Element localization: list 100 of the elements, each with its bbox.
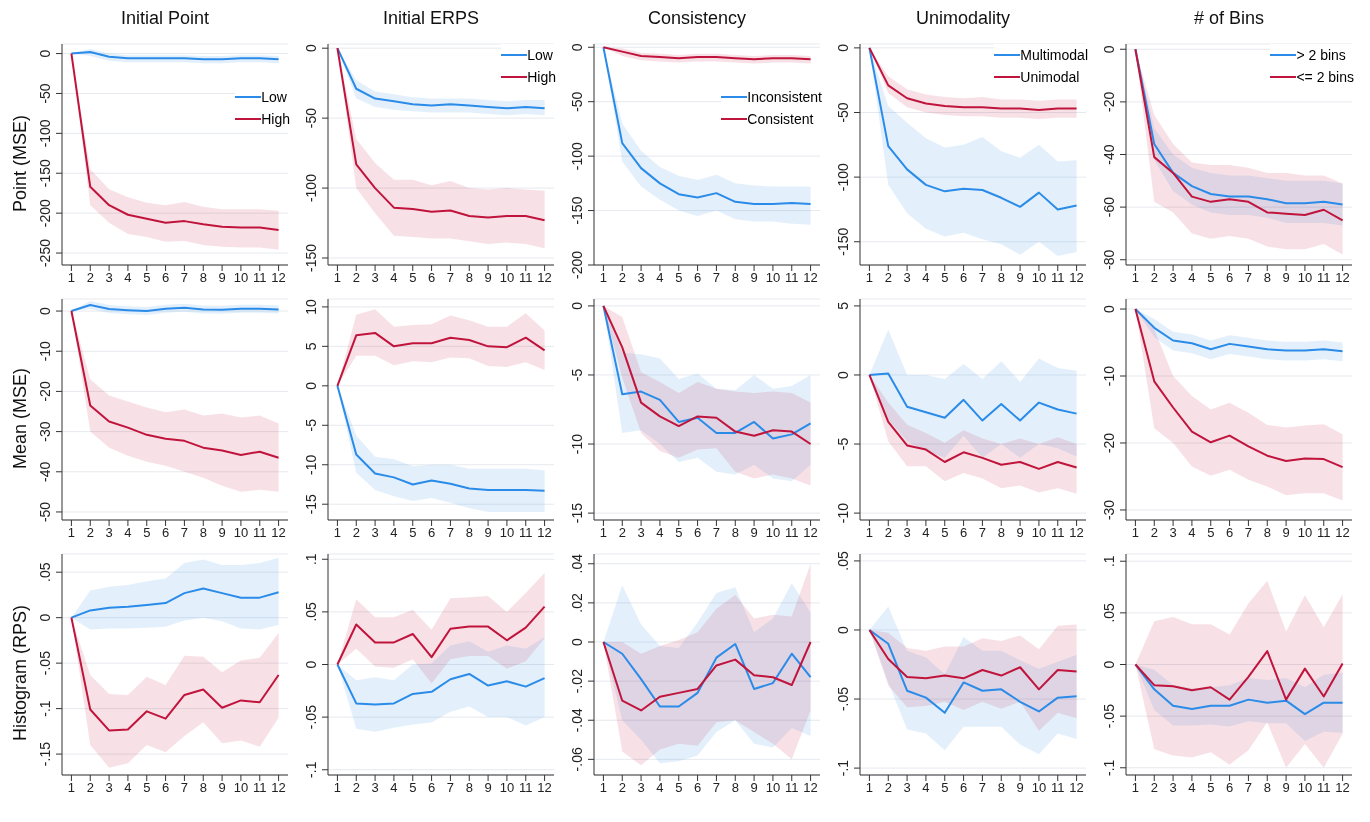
line-series xyxy=(336,605,546,666)
x-tick-label: 9 xyxy=(750,780,758,796)
line-series xyxy=(70,310,280,459)
x-tick-label: 6 xyxy=(427,525,436,541)
y-tick-label: -10 xyxy=(37,340,53,362)
x-tick-label: 1 xyxy=(865,780,874,796)
x-tick-label: 7 xyxy=(180,780,189,796)
x-tick-label: 2 xyxy=(86,270,94,286)
x-tick-label: 12 xyxy=(1069,780,1084,796)
x-tick-label: 12 xyxy=(803,525,818,541)
x-tick-label: 8 xyxy=(199,780,207,796)
y-tick-label: -50 xyxy=(37,501,53,523)
x-tick-label: 6 xyxy=(959,780,968,796)
x-tick-label: 6 xyxy=(161,270,170,286)
y-tick-label: -.04 xyxy=(569,707,585,733)
x-tick-label: 1 xyxy=(599,270,608,286)
x-tick-label: 3 xyxy=(637,780,645,796)
x-tick-label: 6 xyxy=(959,525,968,541)
y-tick-label: -.1 xyxy=(303,761,319,778)
y-tick-label: 0 xyxy=(303,44,319,53)
x-tick-label: 1 xyxy=(865,270,874,286)
x-tick-label: 11 xyxy=(1051,525,1065,541)
line-series xyxy=(70,587,280,619)
x-tick-label: 11 xyxy=(253,525,267,541)
y-tick-label: -20 xyxy=(37,381,53,402)
y-tick-label: -10 xyxy=(569,433,585,455)
line-series xyxy=(1134,650,1344,701)
legend-label: Multimodal xyxy=(1020,46,1088,65)
y-tick-label: 0 xyxy=(303,660,319,669)
x-tick-label: 9 xyxy=(750,270,758,286)
x-tick-label: 3 xyxy=(903,780,911,796)
y-tick-label: -.05 xyxy=(1101,703,1117,729)
x-tick-label: 3 xyxy=(105,525,113,541)
x-tick-label: 10 xyxy=(499,270,515,286)
x-tick-label: 1 xyxy=(333,780,342,796)
y-tick-label: 5 xyxy=(835,301,851,310)
y-tick-label: -.1 xyxy=(37,700,53,717)
x-tick-label: 2 xyxy=(86,525,94,541)
x-tick-label: 11 xyxy=(785,525,799,541)
legend-label: Consistent xyxy=(747,110,814,129)
x-tick-label: 1 xyxy=(333,270,342,286)
y-tick-label: 0 xyxy=(569,301,585,310)
x-tick-label: 12 xyxy=(1335,270,1350,286)
x-tick-label: 5 xyxy=(143,270,151,286)
y-tick-label: -5 xyxy=(303,418,319,432)
legend-label: <= 2 bins xyxy=(1296,68,1354,87)
x-tick-label: 12 xyxy=(1069,270,1084,286)
x-tick-label: 1 xyxy=(333,525,342,541)
x-tick-label: 8 xyxy=(997,780,1005,796)
y-tick-label: -150 xyxy=(835,227,851,256)
x-tick-label: 12 xyxy=(1069,525,1084,541)
y-tick-label: -50 xyxy=(37,83,53,104)
y-tick-label: -20 xyxy=(1101,432,1117,454)
x-tick-label: 3 xyxy=(637,270,645,286)
x-tick-label: 10 xyxy=(765,525,781,541)
x-tick-label: 7 xyxy=(446,270,455,286)
y-tick-label: -50 xyxy=(569,91,585,112)
x-tick-label: 8 xyxy=(731,780,739,796)
x-tick-label: 4 xyxy=(390,270,398,286)
x-tick-label: 3 xyxy=(1169,525,1177,541)
x-tick-label: 10 xyxy=(1031,525,1047,541)
y-tick-label: -80 xyxy=(1101,249,1117,270)
y-tick-label: -.06 xyxy=(569,747,585,772)
x-tick-label: 1 xyxy=(599,525,608,541)
x-tick-label: 11 xyxy=(785,270,799,286)
x-tick-label: 12 xyxy=(1335,525,1350,541)
y-axis-title: Point (MSE) xyxy=(9,114,31,213)
x-tick-label: 2 xyxy=(352,270,360,286)
y-tick-label: -30 xyxy=(1101,499,1117,521)
x-tick-label: 3 xyxy=(903,525,911,541)
x-tick-label: 2 xyxy=(618,270,626,286)
x-tick-label: 6 xyxy=(693,525,702,541)
y-tick-label: -5 xyxy=(569,368,585,382)
y-tick-label: -150 xyxy=(303,243,319,273)
y-tick-label: -.05 xyxy=(37,650,53,676)
x-tick-label: 4 xyxy=(1188,525,1196,541)
x-tick-label: 8 xyxy=(465,780,473,796)
x-tick-label: 7 xyxy=(1244,780,1253,796)
chart-title: Initial Point xyxy=(119,8,211,30)
x-tick-label: 7 xyxy=(712,525,721,541)
y-tick-label: -200 xyxy=(37,198,53,228)
x-tick-label: 11 xyxy=(1317,270,1331,286)
legend-label: Unimodal xyxy=(1020,68,1080,87)
legend-label: > 2 bins xyxy=(1296,46,1346,65)
y-tick-label: -100 xyxy=(835,162,851,192)
y-tick-label: .02 xyxy=(569,592,585,613)
x-tick-label: 12 xyxy=(537,270,552,286)
y-tick-label: -.15 xyxy=(37,741,53,767)
x-tick-label: 10 xyxy=(233,270,249,286)
y-tick-label: 0 xyxy=(1101,660,1117,669)
y-tick-label: -150 xyxy=(37,159,53,188)
x-tick-label: 6 xyxy=(693,780,702,796)
y-tick-label: -.02 xyxy=(569,668,585,694)
x-tick-label: 9 xyxy=(218,780,226,796)
y-tick-label: .05 xyxy=(1101,602,1117,623)
x-tick-label: 1 xyxy=(67,270,76,286)
x-tick-label: 12 xyxy=(803,780,818,796)
y-tick-label: -200 xyxy=(569,250,585,280)
x-tick-label: 9 xyxy=(1282,270,1290,286)
line-series xyxy=(868,372,1078,422)
